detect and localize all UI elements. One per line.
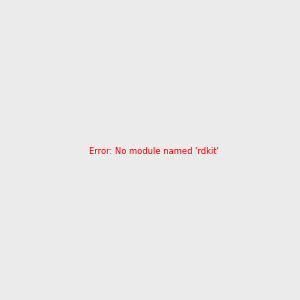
Text: Error: No module named 'rdkit': Error: No module named 'rdkit' [89,147,219,156]
